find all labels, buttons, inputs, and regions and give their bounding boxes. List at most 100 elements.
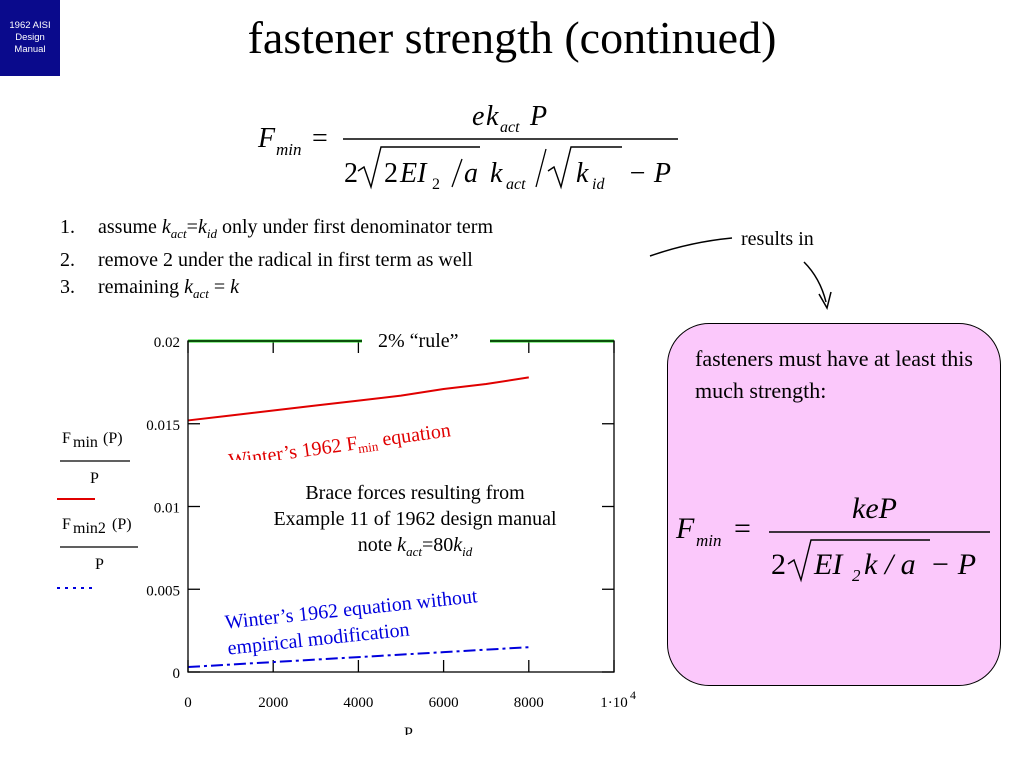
red-annotation-a: Winter’s 1962 F [227, 432, 359, 460]
legend-f1-b: (P) [103, 430, 123, 447]
den-EI-sub: 2 [432, 176, 440, 193]
result-box-text: fasteners must have at least this much s… [695, 346, 973, 403]
legend-f2-sub: min2 [73, 520, 106, 537]
step-text: remove 2 under the radical in first term… [98, 249, 473, 271]
step-sub: act [192, 286, 209, 301]
den-k-sub: act [506, 176, 526, 193]
formula-num-e: e [472, 101, 484, 132]
step-text: assume [98, 216, 162, 238]
den-minus-p: − P [628, 158, 671, 189]
step-num: 1. [60, 216, 75, 238]
step-k: k [161, 216, 171, 238]
arrow-shaft [803, 261, 827, 303]
slash-2 [535, 148, 547, 188]
strength-chart: 0 0.005 0.01 0.015 0.02 0 2000 4000 6000 8000 1·10… [146, 329, 636, 735]
x-tick-label: 6000 [429, 695, 459, 711]
y-tick-label: 0.005 [146, 583, 180, 599]
series-line [187, 376, 529, 422]
radical-sign [357, 146, 480, 190]
legend-f1-sub: min [73, 434, 98, 451]
step-text: = [186, 216, 198, 238]
note-k: k [453, 534, 463, 556]
result-den-two: 2 [771, 548, 786, 581]
formula-equals: = [312, 123, 328, 154]
result-radical [787, 539, 930, 583]
result-equals: = [734, 512, 751, 545]
red-annotation-sub: min [357, 438, 380, 456]
badge-line: 1962 AISI [9, 20, 51, 31]
result-lhs: F [675, 512, 695, 545]
note-sub: id [462, 544, 473, 559]
result-box [667, 323, 1001, 686]
result-numerator: keP [852, 492, 897, 525]
connector-line [649, 237, 733, 257]
chart-legend: F min (P) P F min2 (P) P [57, 430, 138, 589]
blue-annotation: Winter’s 1962 equation without empirical… [224, 585, 479, 659]
x-tick-label: 2000 [258, 695, 288, 711]
step-num: 2. [60, 249, 75, 271]
step-item: 2. remove 2 under the radical in first te… [60, 247, 493, 274]
legend-f2-b: (P) [112, 516, 132, 533]
rule-label-bg [362, 329, 490, 353]
legend-f1-a: F [62, 430, 71, 447]
result-lhs-sub: min [696, 531, 722, 550]
manual-badge: 1962 AISI Design Manual [0, 0, 60, 76]
main-formula: F min = e k act P 2 2 EI 2 a k act k id … [257, 101, 678, 193]
brace-line: Example 11 of 1962 design manual [273, 508, 557, 530]
formula-num-sub: act [500, 119, 520, 136]
red-annotation-b: equation [376, 419, 452, 451]
y-tick-label: 0.02 [154, 335, 180, 351]
den-two: 2 [344, 158, 358, 189]
note-k: k [397, 534, 407, 556]
formula-lhs-sub: min [276, 140, 302, 159]
x-axis-label: P [404, 725, 413, 735]
step-k: k [230, 276, 240, 298]
note-line: note kact=80kid [220, 532, 610, 565]
step-text: only under first denominator term [216, 216, 494, 238]
den-k2: k [576, 158, 589, 189]
steps-list: 1. assume kact=kid only under first denom… [60, 214, 493, 307]
series-line [187, 646, 529, 669]
step-k: k [184, 276, 193, 298]
brace-note: Brace forces resulting from Example 11 o… [220, 480, 610, 565]
formula-num-k: k [486, 101, 499, 132]
den-k2-sub: id [592, 176, 605, 193]
badge-line: Design [15, 32, 45, 43]
legend-f2-a: F [62, 516, 71, 533]
x-tick-exponent: 4 [630, 688, 636, 702]
arrow-head-icon [818, 291, 832, 310]
note-sub: act [406, 544, 422, 559]
step-item: 3. remaining kact = k [60, 274, 493, 307]
legend-f1-den: P [90, 470, 99, 487]
x-tick-label: 8000 [514, 695, 544, 711]
note-text: =80 [421, 534, 454, 556]
rule-label: 2% “rule” [378, 330, 459, 352]
step-sub: act [170, 226, 187, 241]
results-in-label: results in [741, 228, 814, 250]
result-den-rest: k / a [864, 548, 916, 581]
y-tick-label: 0.015 [146, 418, 180, 434]
step-num: 3. [60, 276, 75, 298]
x-tick-label: 0 [184, 695, 192, 711]
step-sub: id [206, 226, 217, 241]
badge-line: Manual [14, 44, 46, 55]
den-k: k [490, 158, 503, 189]
step-item: 1. assume kact=kid only under first denom… [60, 214, 493, 247]
den-two-b: 2 [384, 158, 398, 189]
results-arrow [649, 237, 832, 310]
svg-text:Winter’s 1962 Fmin equation: Winter’s 1962 Fmin equation [227, 419, 452, 460]
result-den-EI-sub: 2 [852, 566, 861, 585]
y-tick-label: 0.01 [154, 501, 180, 517]
radical-sign-2 [547, 146, 622, 190]
y-tick-label: 0 [173, 666, 181, 682]
den-a: a [464, 158, 478, 189]
page-title: fastener strength (continued) [247, 12, 777, 63]
step-text: remaining [98, 276, 185, 298]
result-den-EI: EI [813, 548, 844, 581]
note-text: note [357, 534, 398, 556]
result-den-minus-p: − P [930, 548, 976, 581]
step-text: = [208, 276, 231, 298]
formula-lhs: F [257, 123, 276, 154]
red-annotation: Winter’s 1962 Fmin equation [227, 419, 452, 460]
result-formula: F min = keP 2 EI 2 k / a − P [675, 492, 990, 585]
